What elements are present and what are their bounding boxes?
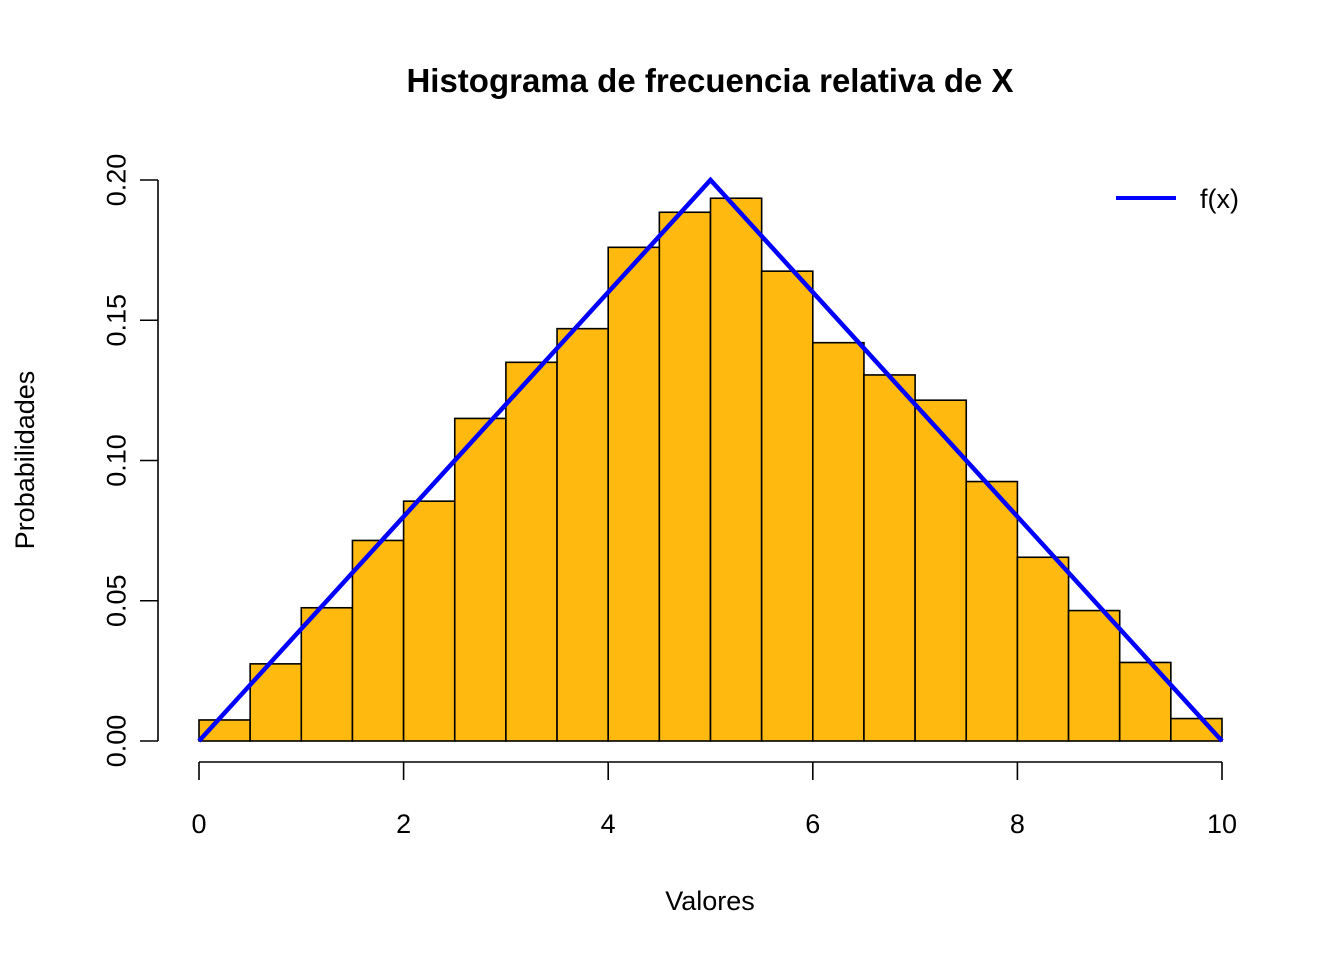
chart-title: Histograma de frecuencia relativa de X — [406, 62, 1013, 99]
histogram-bar — [811, 341, 865, 742]
histogram-bar — [709, 197, 763, 742]
histogram-bar — [760, 270, 814, 742]
x-tick-label: 8 — [1010, 809, 1025, 839]
x-tick-label: 2 — [396, 809, 411, 839]
x-tick-label: 6 — [805, 809, 820, 839]
histogram-bar — [556, 327, 609, 742]
histogram-bar — [351, 539, 405, 742]
histogram-bar — [505, 361, 558, 742]
x-tick-label: 4 — [601, 809, 616, 839]
histogram-bar — [607, 246, 661, 742]
series-line-f-x — [197, 176, 1224, 743]
y-axis-label: Probabilidades — [10, 371, 40, 550]
y-tick-label: 0.20 — [101, 154, 131, 207]
histogram-bar — [965, 480, 1019, 742]
legend-label-f-x: f(x) — [1200, 184, 1239, 214]
histogram-bar — [863, 374, 916, 742]
histogram-bar — [1016, 556, 1070, 742]
x-axis: 0 2 4 6 8 10 — [191, 761, 1237, 839]
y-tick-label: 0.00 — [101, 715, 131, 768]
histogram-bar — [658, 211, 712, 742]
histogram-bar — [1067, 609, 1121, 742]
y-tick-label: 0.10 — [101, 434, 131, 487]
x-axis-label: Valores — [665, 886, 755, 916]
series-lines — [197, 176, 1224, 743]
histogram-bar — [914, 399, 968, 742]
histogram-bars — [198, 197, 1223, 742]
histogram-bar — [300, 606, 354, 742]
legend: f(x) — [1116, 184, 1239, 214]
x-tick-label: 0 — [191, 809, 206, 839]
x-tick-label: 10 — [1207, 809, 1237, 839]
histogram-bar — [402, 500, 456, 742]
y-tick-label: 0.05 — [101, 574, 131, 627]
histogram-bar — [453, 417, 507, 742]
y-tick-label: 0.15 — [101, 294, 131, 347]
y-axis: 0.00 0.05 0.10 0.15 0.20 — [101, 154, 159, 768]
